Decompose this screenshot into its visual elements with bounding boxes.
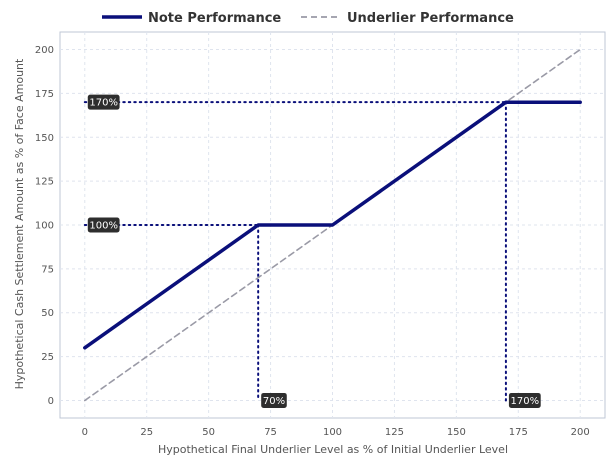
callout-text: 100%	[89, 221, 118, 232]
y-tick-label: 175	[35, 89, 54, 100]
callout-label: 170%	[508, 392, 541, 408]
note-performance-line	[83, 100, 582, 350]
callout-box	[261, 392, 287, 408]
callout-text: 70%	[263, 396, 285, 407]
y-tick-label: 0	[48, 396, 54, 407]
x-tick-label: 75	[264, 427, 277, 438]
x-tick-label: 200	[571, 427, 590, 438]
y-tick-label: 100	[35, 221, 54, 232]
y-tick-label: 50	[41, 308, 54, 319]
y-tick-label: 150	[35, 133, 54, 144]
x-tick-label: 150	[447, 427, 466, 438]
x-tick-label: 50	[202, 427, 215, 438]
x-tick-label: 100	[323, 427, 342, 438]
callout-label: 100%	[87, 217, 120, 233]
y-tick-label: 200	[35, 45, 54, 56]
callout-box	[508, 392, 541, 408]
callout-label: 70%	[261, 392, 287, 408]
legend-underlier-label: Underlier Performance	[347, 11, 514, 26]
callout-box	[87, 94, 120, 110]
y-tick-label: 125	[35, 177, 54, 188]
y-tick-label: 75	[41, 264, 54, 275]
x-tick-label: 175	[509, 427, 528, 438]
axes: 0 25 50 75 100 125 150 175 200 0 25 50 75 100 125 150 17…	[35, 45, 590, 438]
x-tick-label: 125	[385, 427, 404, 438]
y-tick-label: 25	[41, 352, 54, 363]
callout-labels: 170% 100% 70% 170%	[87, 94, 541, 408]
callout-text: 170%	[511, 396, 540, 407]
callout-box	[87, 217, 120, 233]
legend-note-label: Note Performance	[148, 11, 281, 26]
legend: Note Performance Underlier Performance	[102, 11, 514, 26]
x-tick-label: 0	[82, 427, 88, 438]
x-axis-title: Hypothetical Final Underlier Level as % …	[158, 443, 508, 456]
callout-label: 170%	[87, 94, 120, 110]
callout-text: 170%	[89, 98, 118, 109]
y-axis-title: Hypothetical Cash Settlement Amount as %…	[13, 58, 26, 389]
series	[83, 48, 582, 402]
x-tick-label: 25	[140, 427, 153, 438]
